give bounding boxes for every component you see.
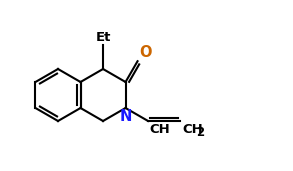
Text: Et: Et xyxy=(95,31,111,44)
Text: CH: CH xyxy=(149,123,170,136)
Text: CH: CH xyxy=(182,123,203,136)
Text: 2: 2 xyxy=(196,126,204,139)
Text: O: O xyxy=(139,45,152,60)
Text: N: N xyxy=(119,109,132,124)
